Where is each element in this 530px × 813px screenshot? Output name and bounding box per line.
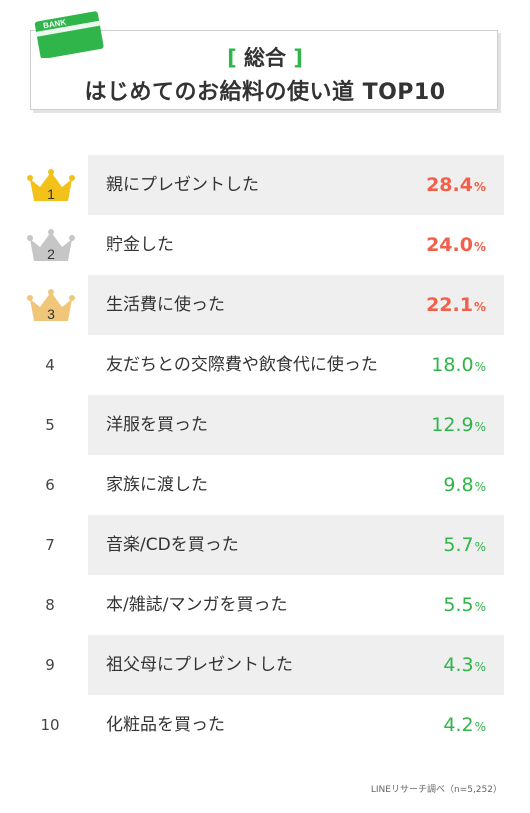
rank-number: 7 — [45, 536, 55, 554]
list-item: 2 貯金した 24.0% — [0, 215, 530, 275]
title-box — [30, 30, 498, 110]
list-item: 3 生活費に使った 22.1% — [0, 275, 530, 335]
percentage-unit: % — [473, 180, 486, 194]
row-background — [88, 275, 504, 335]
item-label: 家族に渡した — [106, 475, 208, 495]
rank-number: 1 — [47, 186, 55, 202]
percentage-unit: % — [473, 240, 486, 254]
item-label: 本/雑誌/マンガを買った — [106, 595, 288, 615]
item-label: 祖父母にプレゼントした — [106, 655, 293, 675]
list-item: 10 化粧品を買った 4.2% — [0, 695, 530, 755]
percentage-value: 4.3 — [443, 654, 474, 676]
item-label: 生活費に使った — [106, 295, 225, 315]
bank-card-icon: BANK — [34, 11, 104, 58]
bank-card-label: BANK — [42, 18, 67, 31]
percentage-value: 18.0 — [431, 354, 474, 376]
percentage-value: 12.9 — [431, 414, 474, 436]
list-item: 4 友だちとの交際費や飲食代に使った 18.0% — [0, 335, 530, 395]
percentage-value: 4.2 — [443, 714, 474, 736]
page-title: はじめてのお給料の使い道 TOP10 — [84, 80, 446, 105]
percentage-unit: % — [474, 720, 486, 734]
rank-number: 10 — [40, 716, 60, 734]
percentage-unit: % — [473, 300, 486, 314]
silver-crown-icon: 2 — [27, 229, 75, 262]
item-percentage: 12.9% — [431, 395, 486, 457]
item-percentage: 18.0% — [431, 335, 486, 397]
percentage-unit: % — [474, 360, 486, 374]
item-percentage: 28.4% — [426, 155, 486, 217]
item-label: 音楽/CDを買った — [106, 535, 239, 555]
percentage-unit: % — [474, 420, 486, 434]
rank-number: 3 — [47, 306, 55, 322]
gold-crown-icon: 1 — [27, 169, 75, 202]
percentage-value: 28.4 — [426, 174, 473, 196]
item-percentage: 4.3% — [443, 635, 486, 697]
list-item: 8 本/雑誌/マンガを買った 5.5% — [0, 575, 530, 635]
rank-number: 4 — [45, 356, 55, 374]
item-percentage: 22.1% — [426, 275, 486, 337]
percentage-value: 22.1 — [426, 294, 473, 316]
item-percentage: 5.5% — [443, 575, 486, 637]
list-item: 5 洋服を買った 12.9% — [0, 395, 530, 455]
item-percentage: 24.0% — [426, 215, 486, 277]
list-item: 6 家族に渡した 9.8% — [0, 455, 530, 515]
item-percentage: 5.7% — [443, 515, 486, 577]
category-label: 総合 — [244, 46, 286, 70]
list-item: 9 祖父母にプレゼントした 4.3% — [0, 635, 530, 695]
bracket-close: ] — [293, 46, 303, 70]
item-label: 親にプレゼントした — [106, 175, 259, 195]
percentage-value: 24.0 — [426, 234, 473, 256]
rank-number: 2 — [47, 246, 55, 262]
source-note: LINEリサーチ調べ（n=5,252） — [370, 785, 502, 795]
percentage-value: 5.5 — [443, 594, 474, 616]
rank-number: 9 — [45, 656, 55, 674]
percentage-value: 5.7 — [443, 534, 474, 556]
row-background — [88, 155, 504, 215]
row-background — [88, 515, 504, 575]
item-label: 化粧品を買った — [106, 715, 225, 735]
percentage-unit: % — [474, 540, 486, 554]
rank-number: 6 — [45, 476, 55, 494]
row-background — [88, 635, 504, 695]
item-percentage: 9.8% — [443, 455, 486, 517]
list-item: 1 親にプレゼントした 28.4% — [0, 155, 530, 215]
list-item: 7 音楽/CDを買った 5.7% — [0, 515, 530, 575]
ranking-list: 1 親にプレゼントした 28.4% 2 貯金した 24.0% 3 生活費に使った 22.1% 4 友… — [0, 155, 530, 755]
item-percentage: 4.2% — [443, 695, 486, 757]
item-label: 洋服を買った — [106, 415, 208, 435]
percentage-unit: % — [474, 480, 486, 494]
item-label: 友だちとの交際費や飲食代に使った — [106, 355, 378, 375]
rank-number: 8 — [45, 596, 55, 614]
row-background — [88, 395, 504, 455]
bracket-open: [ — [227, 46, 237, 70]
percentage-unit: % — [474, 600, 486, 614]
bronze-crown-icon: 3 — [27, 289, 75, 322]
category-heading: [ 総合 ] — [0, 42, 530, 72]
percentage-unit: % — [474, 660, 486, 674]
percentage-value: 9.8 — [443, 474, 474, 496]
rank-number: 5 — [45, 416, 55, 434]
item-label: 貯金した — [106, 235, 174, 255]
